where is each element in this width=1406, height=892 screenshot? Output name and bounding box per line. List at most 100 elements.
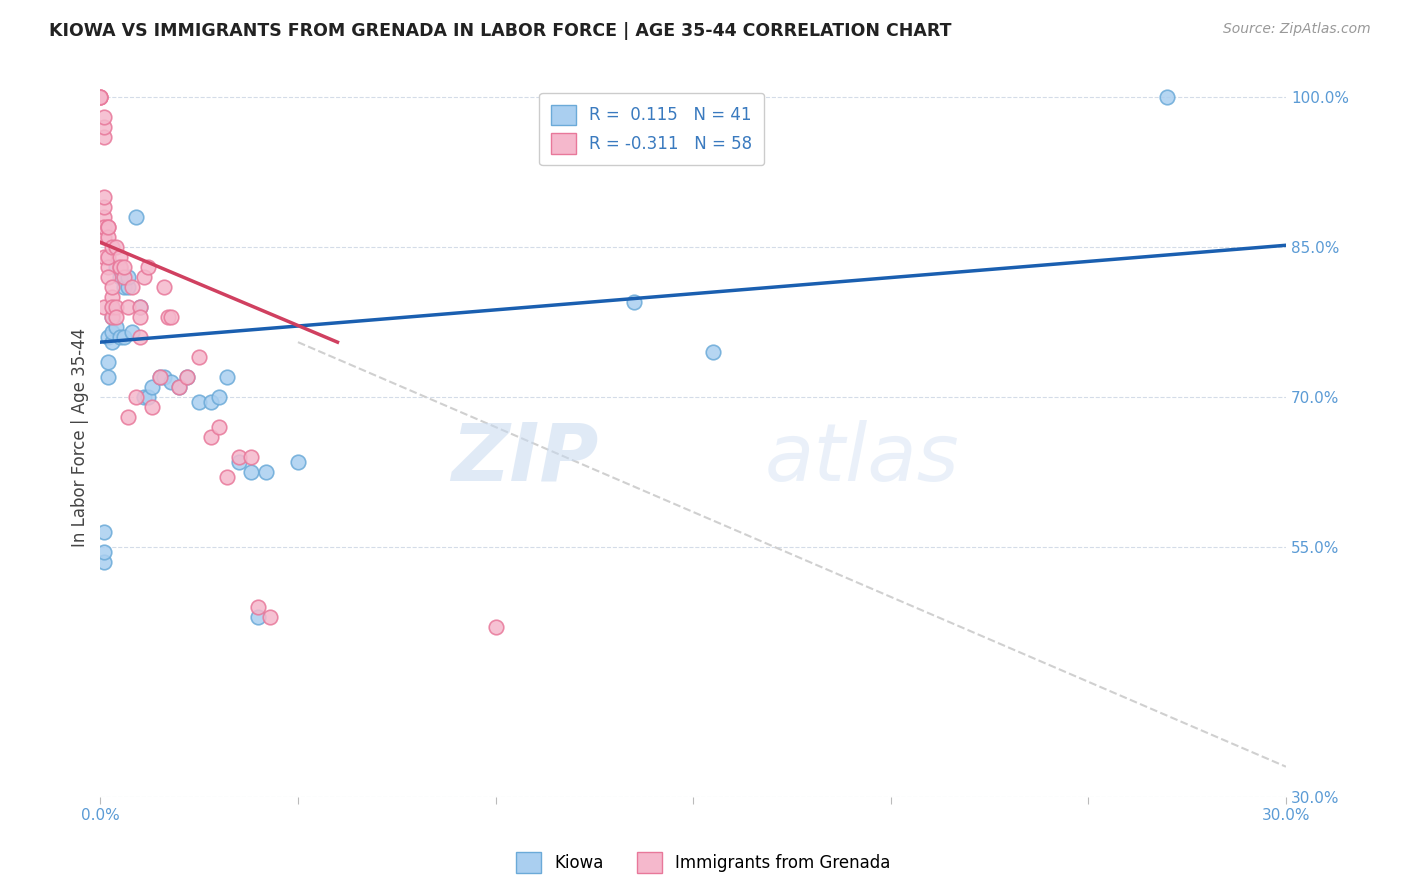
Point [117, 300, 139, 314]
Point [247, 610, 270, 624]
Point [149, 370, 172, 384]
Text: Source: ZipAtlas.com: Source: ZipAtlas.com [1223, 22, 1371, 37]
Point [136, 260, 159, 275]
Point [215, 470, 238, 484]
Point [136, 390, 159, 404]
Point [121, 325, 143, 339]
Point [125, 390, 148, 404]
Point [215, 370, 238, 384]
Legend: R =  0.115   N = 41, R = -0.311   N = 58: R = 0.115 N = 41, R = -0.311 N = 58 [540, 93, 763, 165]
Point [128, 300, 150, 314]
Point [105, 310, 128, 325]
Point [152, 370, 174, 384]
Point [160, 375, 183, 389]
Point [93, 130, 115, 145]
Point [208, 390, 231, 404]
Point [239, 450, 262, 464]
Point [200, 430, 222, 444]
Point [128, 310, 150, 325]
Point [1156, 90, 1178, 104]
Point [247, 599, 270, 614]
Point [97, 260, 120, 275]
Point [112, 270, 135, 285]
Point [105, 240, 128, 254]
Point [188, 350, 211, 364]
Point [287, 455, 309, 469]
Point [97, 330, 120, 344]
Point [228, 455, 250, 469]
Point [259, 610, 281, 624]
Point [149, 370, 172, 384]
Point [93, 220, 115, 235]
Point [101, 240, 124, 254]
Point [108, 260, 131, 275]
Point [101, 325, 124, 339]
Point [128, 300, 150, 314]
Point [93, 220, 115, 235]
Point [169, 380, 191, 394]
Point [484, 620, 506, 634]
Point [623, 295, 645, 310]
Point [101, 300, 124, 314]
Point [93, 524, 115, 539]
Point [89, 90, 111, 104]
Point [112, 260, 135, 275]
Point [112, 280, 135, 294]
Point [117, 270, 139, 285]
Point [108, 250, 131, 264]
Point [97, 220, 120, 235]
Point [239, 465, 262, 479]
Y-axis label: In Labor Force | Age 35-44: In Labor Force | Age 35-44 [72, 327, 89, 547]
Point [128, 330, 150, 344]
Point [176, 370, 198, 384]
Point [97, 355, 120, 369]
Point [101, 310, 124, 325]
Text: ZIP: ZIP [451, 419, 599, 498]
Text: KIOWA VS IMMIGRANTS FROM GRENADA IN LABOR FORCE | AGE 35-44 CORRELATION CHART: KIOWA VS IMMIGRANTS FROM GRENADA IN LABO… [49, 22, 952, 40]
Point [228, 450, 250, 464]
Point [97, 220, 120, 235]
Point [188, 395, 211, 409]
Point [101, 310, 124, 325]
Point [200, 395, 222, 409]
Point [93, 545, 115, 559]
Point [105, 320, 128, 334]
Point [97, 250, 120, 264]
Legend: Kiowa, Immigrants from Grenada: Kiowa, Immigrants from Grenada [509, 846, 897, 880]
Point [112, 330, 135, 344]
Point [89, 90, 111, 104]
Point [108, 330, 131, 344]
Point [121, 280, 143, 294]
Point [254, 465, 277, 479]
Point [108, 260, 131, 275]
Text: atlas: atlas [765, 419, 959, 498]
Point [101, 280, 124, 294]
Point [176, 370, 198, 384]
Point [105, 260, 128, 275]
Point [93, 230, 115, 244]
Point [208, 420, 231, 434]
Point [93, 555, 115, 569]
Point [93, 200, 115, 214]
Point [101, 290, 124, 304]
Point [117, 280, 139, 294]
Point [132, 270, 155, 285]
Point [132, 390, 155, 404]
Point [141, 400, 163, 414]
Point [108, 270, 131, 285]
Point [105, 300, 128, 314]
Point [156, 310, 179, 325]
Point [93, 250, 115, 264]
Point [93, 111, 115, 125]
Point [152, 280, 174, 294]
Point [97, 270, 120, 285]
Point [89, 90, 111, 104]
Point [97, 230, 120, 244]
Point [169, 380, 191, 394]
Point [125, 211, 148, 225]
Point [97, 370, 120, 384]
Point [160, 310, 183, 325]
Point [101, 300, 124, 314]
Point [93, 211, 115, 225]
Point [117, 410, 139, 425]
